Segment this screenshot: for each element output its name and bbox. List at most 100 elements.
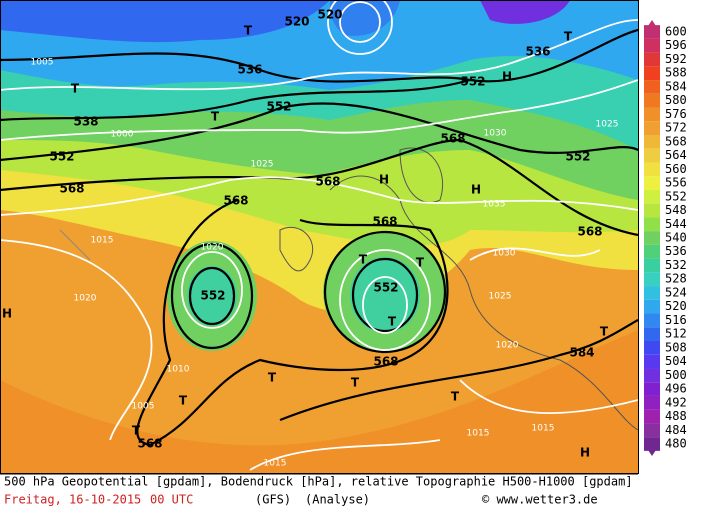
colorbar-cell	[644, 148, 660, 163]
colorbar-label: 516	[665, 313, 687, 327]
colorbar-label: 528	[665, 272, 687, 286]
colorbar-cell	[644, 162, 660, 177]
colorbar-label: 592	[665, 52, 687, 66]
pressure-center: T	[451, 390, 460, 404]
colorbar-label: 572	[665, 121, 687, 135]
colorbar-cell	[644, 121, 660, 135]
pressure-center: H	[471, 183, 481, 197]
height-label: 538	[73, 115, 98, 129]
colorbar-label: 488	[665, 409, 687, 423]
colorbar-cell	[644, 66, 660, 81]
pressure-center: T	[268, 371, 277, 385]
pressure-label: 1020	[74, 294, 97, 304]
pressure-center: T	[244, 24, 253, 38]
height-label: 584	[569, 346, 594, 360]
colorbar-label: 536	[665, 244, 687, 258]
colorbar-label: 532	[665, 258, 687, 272]
colorbar-cell	[644, 244, 660, 259]
colorbar-cell	[644, 217, 660, 232]
colorbar-label: 588	[665, 66, 687, 80]
height-label: 568	[223, 194, 248, 208]
colorbar-cell	[644, 299, 660, 314]
footer-time: 00 UTC	[150, 493, 193, 507]
colorbar-cell	[644, 354, 660, 369]
colorbar-cell	[644, 93, 660, 108]
colorbar-label: 576	[665, 107, 687, 121]
pressure-center: H	[502, 70, 512, 84]
pressure-center: H	[580, 446, 590, 460]
footer-model: (GFS)	[255, 493, 291, 507]
colorbar-label: 496	[665, 382, 687, 396]
height-label: 568	[440, 132, 465, 146]
height-label: 568	[577, 225, 602, 239]
pressure-label: 1015	[467, 429, 490, 439]
pressure-center: T	[132, 424, 141, 438]
pressure-label: 1030	[493, 249, 516, 259]
colorbar-label: 524	[665, 285, 687, 299]
colorbar-label: 552	[665, 189, 687, 203]
height-label: 568	[59, 182, 84, 196]
pressure-label: 1020	[201, 243, 224, 253]
colorbar-label: 556	[665, 176, 687, 190]
pressure-center: T	[179, 394, 188, 408]
footer-date: Freitag, 16-10-2015	[4, 493, 141, 507]
pressure-center: T	[211, 110, 220, 124]
colorbar-cell	[644, 341, 660, 355]
pressure-center: T	[416, 256, 425, 270]
height-label: 552	[200, 289, 225, 303]
colorbar-cell	[644, 176, 660, 190]
colorbar-label: 500	[665, 368, 687, 382]
colorbar-cell	[644, 38, 660, 53]
colorbar-cell	[644, 382, 660, 396]
height-label: 520	[317, 8, 342, 22]
pressure-label: 1015	[532, 424, 555, 434]
colorbar-label: 540	[665, 231, 687, 245]
pressure-label: 1005	[31, 58, 54, 68]
colorbar-cell	[644, 25, 660, 39]
height-label: 568	[373, 355, 398, 369]
colorbar-cell	[644, 368, 660, 383]
height-label: 568	[137, 437, 162, 451]
colorbar-cell	[644, 189, 660, 204]
height-label: 552	[266, 100, 291, 114]
colorbar-cell	[644, 80, 660, 94]
colorbar-label: 544	[665, 217, 687, 231]
height-label: 568	[315, 175, 340, 189]
height-label: 552	[373, 281, 398, 295]
colorbar-cell	[644, 286, 660, 300]
footer-source: © www.wetter3.de	[482, 493, 598, 507]
colorbar-cell	[644, 52, 660, 67]
colorbar-label: 520	[665, 299, 687, 313]
pressure-label: 1010	[167, 365, 190, 375]
pressure-label: 1020	[496, 341, 519, 351]
colorbar-label: 548	[665, 203, 687, 217]
height-label: 568	[372, 215, 397, 229]
colorbar-cell	[644, 272, 660, 287]
colorbar-cell	[644, 395, 660, 410]
colorbar-cell	[644, 203, 660, 218]
colorbar-cell	[644, 135, 660, 149]
colorbar-label: 512	[665, 327, 687, 341]
colorbar-label: 560	[665, 162, 687, 176]
colorbar-cell	[644, 231, 660, 245]
colorbar-label: 564	[665, 148, 687, 162]
pressure-label: 1015	[91, 236, 114, 246]
height-label: 552	[49, 150, 74, 164]
height-label: 552	[565, 150, 590, 164]
pressure-center: H	[379, 173, 389, 187]
colorbar-cell	[644, 437, 660, 451]
pressure-label: 1025	[489, 292, 512, 302]
colorbar-cell	[644, 423, 660, 438]
pressure-center: T	[564, 30, 573, 44]
colorbar-cell	[644, 313, 660, 328]
colorbar-label: 580	[665, 93, 687, 107]
pressure-label: 1005	[132, 402, 155, 412]
colorbar-label: 492	[665, 395, 687, 409]
pressure-label: 1025	[596, 120, 619, 130]
colorbar-label: 508	[665, 340, 687, 354]
colorbar-label: 568	[665, 134, 687, 148]
pressure-center: T	[600, 325, 609, 339]
colorbar-label: 584	[665, 79, 687, 93]
